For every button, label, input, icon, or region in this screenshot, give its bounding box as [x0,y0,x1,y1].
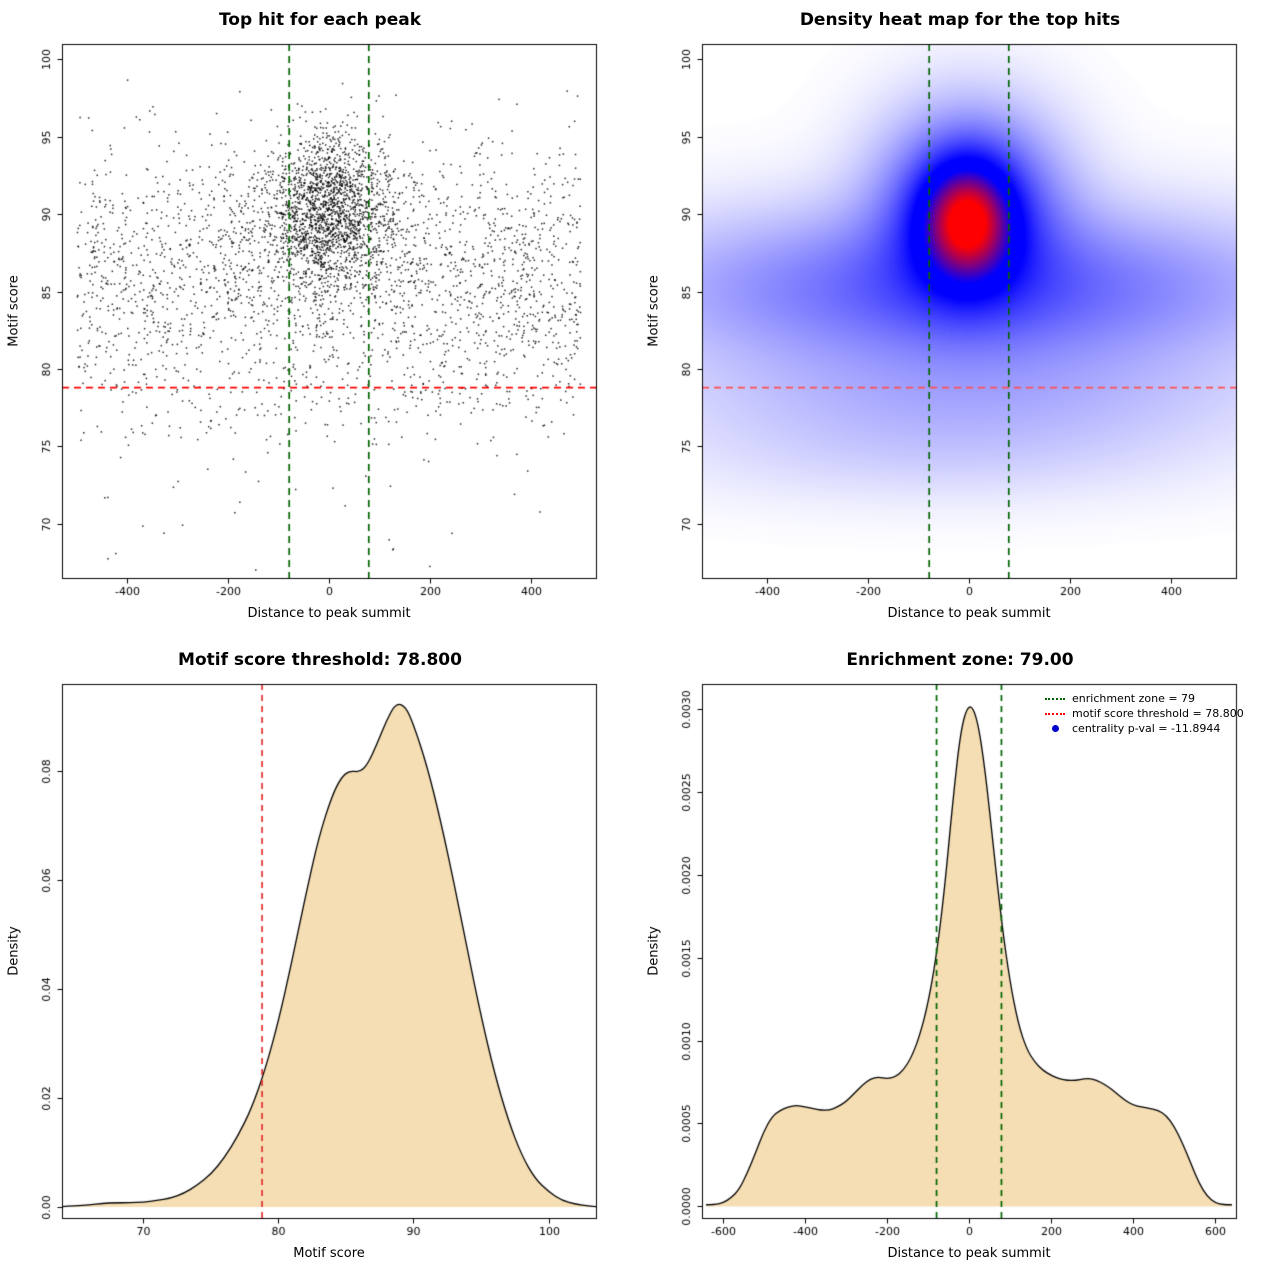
heatmap-plot-canvas [640,0,1280,640]
scatter-plot-canvas [0,0,640,640]
panel-density-heatmap: Density heat map for the top hits Distan… [640,0,1280,640]
score-density-canvas [0,640,640,1280]
legend-label: enrichment zone = 79 [1072,692,1196,705]
y-axis-label: Motif score [646,275,662,347]
y-axis-label: Motif score [6,275,22,347]
y-axis-label: Density [6,926,22,976]
x-axis-label: Distance to peak summit [247,606,411,621]
chart-title: Density heat map for the top hits [799,10,1121,30]
dotted-line-icon [1042,697,1068,700]
legend-label: centrality p-val = -11.8944 [1072,722,1221,735]
chart-title: Motif score threshold: 78.800 [178,650,462,670]
chart-title: Enrichment zone: 79.00 [846,650,1074,670]
dotted-line-icon [1042,712,1068,715]
legend-item-centrality-pval: centrality p-val = -11.8944 [1042,721,1244,736]
dot-icon [1042,725,1068,732]
x-axis-label: Distance to peak summit [887,1246,1051,1261]
chart-title: Top hit for each peak [218,10,422,30]
legend: enrichment zone = 79 motif score thresho… [1042,691,1244,736]
x-axis-label: Distance to peak summit [887,606,1051,621]
x-axis-label: Motif score [293,1246,365,1261]
y-axis-label: Density [646,926,662,976]
legend-item-enrichment-zone: enrichment zone = 79 [1042,691,1244,706]
panel-top-hits-scatter: Top hit for each peak Distance to peak s… [0,0,640,640]
legend-label: motif score threshold = 78.800 [1072,707,1244,720]
legend-item-score-threshold: motif score threshold = 78.800 [1042,706,1244,721]
panel-distance-density: Enrichment zone: 79.00 Distance to peak … [640,640,1280,1280]
panel-motif-score-density: Motif score threshold: 78.800 Motif scor… [0,640,640,1280]
distance-density-canvas [640,640,1280,1280]
